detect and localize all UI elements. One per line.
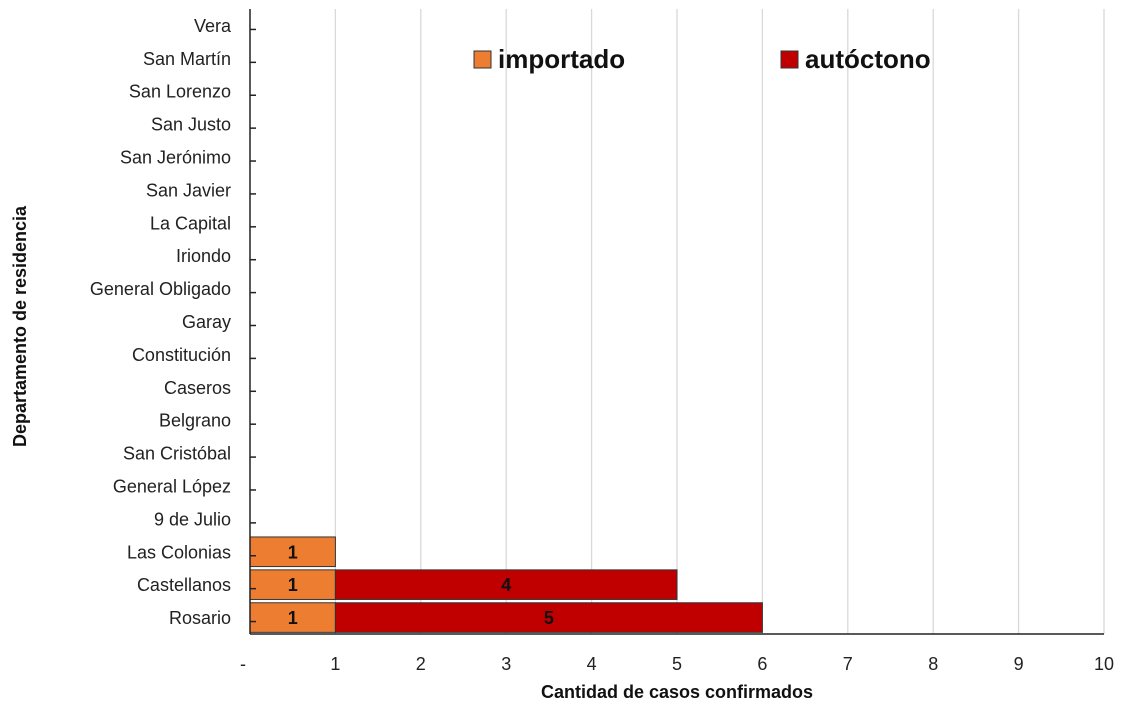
category-label: Constitución xyxy=(132,345,231,365)
category-label: San Lorenzo xyxy=(129,82,231,102)
category-label: General Obligado xyxy=(90,279,231,299)
y-axis-title: Departamento de residencia xyxy=(10,205,30,447)
category-label: Vera xyxy=(194,16,232,36)
category-label: Las Colonias xyxy=(127,542,231,562)
x-tick-label: 8 xyxy=(928,654,938,674)
category-label: Rosario xyxy=(169,608,231,628)
bar-segment xyxy=(334,569,678,600)
grid-lines xyxy=(334,9,1105,634)
x-tick-label: 3 xyxy=(501,654,511,674)
category-label: Garay xyxy=(182,312,231,332)
legend-label: importado xyxy=(498,44,625,74)
category-label: General López xyxy=(113,476,231,496)
bar-segment xyxy=(334,602,763,633)
legend-swatch xyxy=(780,50,799,69)
x-tick-label: 4 xyxy=(587,654,597,674)
category-label: Belgrano xyxy=(159,411,231,431)
category-label: Iriondo xyxy=(176,246,231,266)
category-label: La Capital xyxy=(150,213,231,233)
x-tick-label: 5 xyxy=(672,654,682,674)
category-label: 9 de Julio xyxy=(154,509,231,529)
category-label: Castellanos xyxy=(137,575,231,595)
legend-label: autóctono xyxy=(805,44,931,74)
category-label: Caseros xyxy=(164,378,231,398)
category-label: San Martín xyxy=(143,49,231,69)
data-label: 1 xyxy=(288,542,298,562)
data-label: 5 xyxy=(544,608,554,628)
data-label: 1 xyxy=(288,575,298,595)
x-tick-label: 9 xyxy=(1014,654,1024,674)
axes xyxy=(249,9,1104,635)
x-tick-label: 6 xyxy=(757,654,767,674)
category-label: San Jerónimo xyxy=(120,148,231,168)
x-tick-label: - xyxy=(240,654,246,674)
x-tick-label: 10 xyxy=(1094,654,1114,674)
legend-swatch xyxy=(473,50,492,69)
data-label: 4 xyxy=(501,575,511,595)
category-label: San Justo xyxy=(151,115,231,135)
x-tick-label: 1 xyxy=(330,654,340,674)
labels: - 1 2 3 4 5 6 7 8 9 10 1 5 1 4 1 Rosario Castellanos Las C… xyxy=(90,16,1114,674)
x-tick-label: 2 xyxy=(416,654,426,674)
bars xyxy=(249,536,763,633)
category-label: San Javier xyxy=(146,180,231,200)
category-label: San Cristóbal xyxy=(123,444,231,464)
legend: importado autóctono xyxy=(473,44,931,74)
data-label: 1 xyxy=(288,608,298,628)
x-axis-title: Cantidad de casos confirmados xyxy=(541,682,813,702)
x-tick-label: 7 xyxy=(843,654,853,674)
